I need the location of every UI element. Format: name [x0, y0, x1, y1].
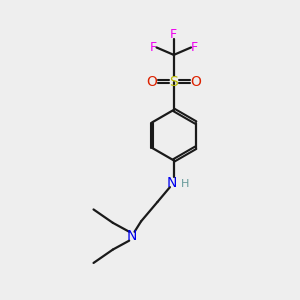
- Text: O: O: [190, 75, 201, 88]
- Text: H: H: [181, 178, 189, 189]
- Text: F: F: [149, 41, 157, 54]
- Text: F: F: [170, 28, 177, 41]
- Text: N: N: [127, 229, 137, 243]
- Text: N: N: [167, 176, 178, 190]
- Text: F: F: [191, 41, 198, 54]
- Text: S: S: [169, 75, 178, 88]
- Text: O: O: [147, 75, 158, 88]
